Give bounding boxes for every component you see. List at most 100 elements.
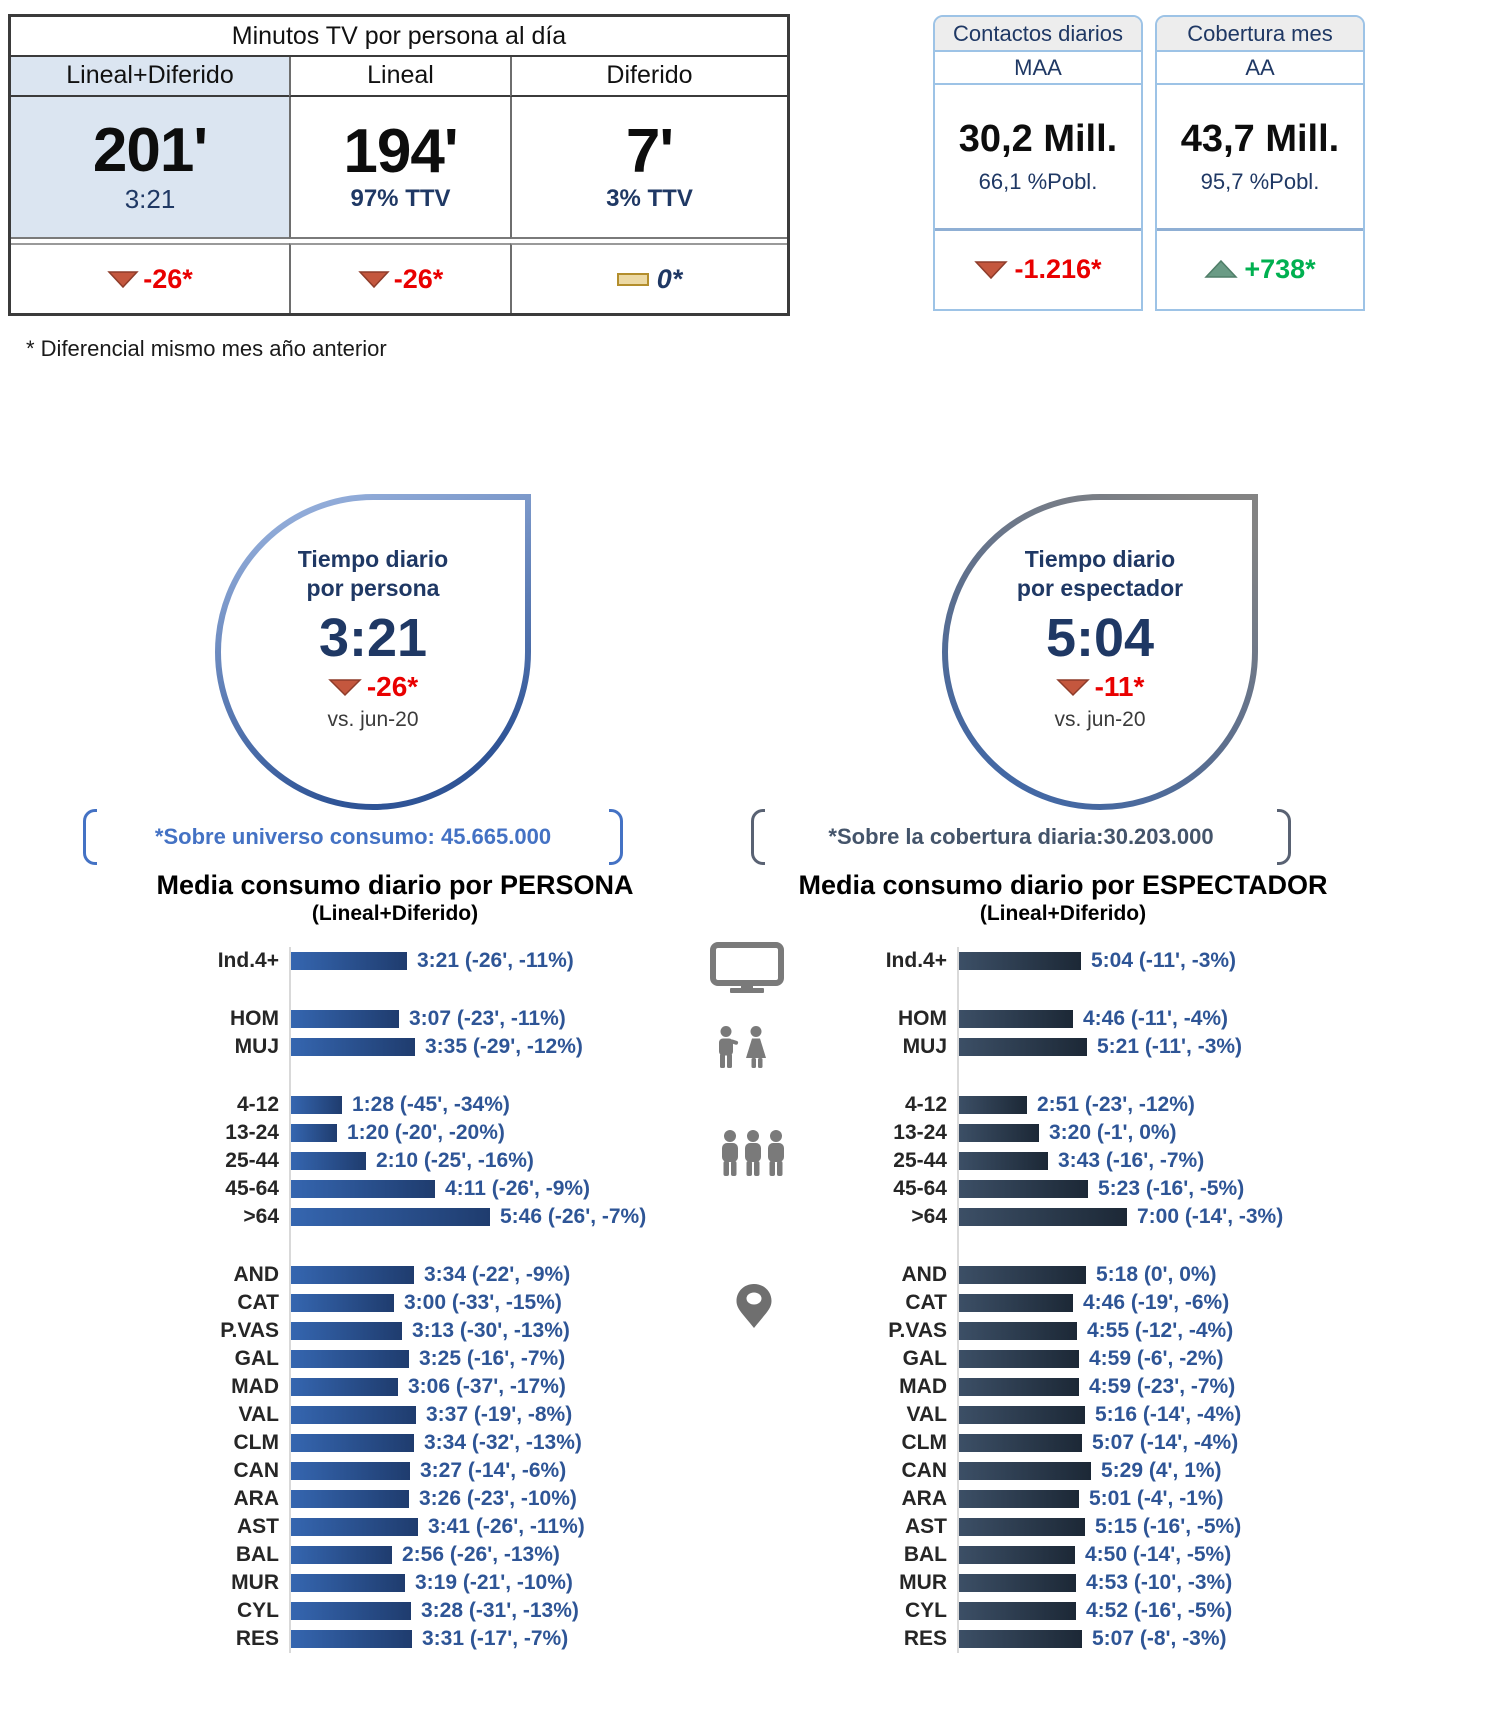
- bar-row: MUJ 5:21 (-11', -3%): [763, 1033, 1363, 1061]
- category-label: AST: [237, 1515, 279, 1538]
- value-label: 4:46 (-19', -6%): [1083, 1291, 1230, 1314]
- bar: [291, 1294, 394, 1312]
- bar-area: 5:23 (-16', -5%): [957, 1175, 1363, 1203]
- bar: [291, 952, 407, 970]
- coverage-note: *Sobre la cobertura diaria:30.203.000: [751, 806, 1291, 868]
- bar-area: 3:28 (-31', -13%): [289, 1597, 695, 1625]
- bar-area: 2:10 (-25', -16%): [289, 1147, 695, 1175]
- value-label: 3:26 (-23', -10%): [419, 1487, 577, 1510]
- change-value: -26*: [393, 263, 444, 294]
- bar: [959, 1406, 1085, 1424]
- drop-title: Tiempo diario por espectador: [1016, 546, 1184, 601]
- bar-area: 1:28 (-45', -34%): [289, 1091, 695, 1119]
- kpi-change-area: -1.216*: [935, 228, 1141, 307]
- bar: [959, 1378, 1079, 1396]
- category-label: P.VAS: [888, 1319, 947, 1342]
- value-label: 3:35 (-29', -12%): [425, 1035, 583, 1058]
- bar-row: 25-44 2:10 (-25', -16%): [95, 1147, 695, 1175]
- bar-area: 3:00 (-33', -15%): [289, 1289, 695, 1317]
- kpi-value: 30,2 Mill.: [958, 118, 1118, 160]
- people-group-icon: [722, 1130, 784, 1176]
- bar-area: 3:34 (-22', -9%): [289, 1261, 695, 1289]
- bar-area: 3:41 (-26', -11%): [289, 1513, 695, 1541]
- value-label: 5:46 (-26', -7%): [500, 1205, 647, 1228]
- kpi-box-contactos-diarios: Contactos diarios MAA 30,2 Mill. 66,1 %P…: [933, 15, 1143, 311]
- chart-rows: Ind.4+ 5:04 (-11', -3%) HOM 4:46 (-11', -4%…: [763, 947, 1363, 1653]
- drop-title: Tiempo diario por persona: [297, 546, 449, 601]
- chart-subtitle: (Lineal+Diferido): [979, 902, 1147, 925]
- value-label: 2:10 (-25', -16%): [376, 1149, 534, 1172]
- chart-subtitle: (Lineal+Diferido): [311, 902, 479, 925]
- category-label: 45-64: [893, 1177, 947, 1200]
- value-cell-diferido: 7' 3% TTV: [510, 97, 787, 239]
- kpi-box-cobertura-mes: Cobertura mes AA 43,7 Mill. 95,7 %Pobl. …: [1155, 15, 1365, 311]
- category-label: >64: [911, 1205, 947, 1228]
- value-label: 3:06 (-37', -17%): [408, 1375, 566, 1398]
- minutes-tv-table: Minutos TV por persona al día Lineal+Dif…: [8, 14, 790, 316]
- group-gap: [763, 1061, 1363, 1091]
- kpi-audience: MAA: [935, 52, 1141, 85]
- bar: [959, 1462, 1091, 1480]
- bar: [959, 1602, 1076, 1620]
- bar-row: ARA 3:26 (-23', -10%): [95, 1485, 695, 1513]
- bar: [959, 1434, 1082, 1452]
- chart-title: Media consumo diario por PERSONA: [156, 870, 634, 900]
- bar-area: 3:37 (-19', -8%): [289, 1401, 695, 1429]
- category-label: CLM: [233, 1431, 280, 1454]
- kpi-value-area: 30,2 Mill. 66,1 %Pobl.: [935, 85, 1141, 228]
- category-label: RES: [903, 1627, 947, 1650]
- bar: [959, 1546, 1075, 1564]
- minutes-tv-table-title: Minutos TV por persona al día: [11, 17, 787, 57]
- category-label: CYL: [237, 1599, 279, 1622]
- kpi-value: 43,7 Mill.: [1180, 118, 1340, 160]
- category-label: BAL: [903, 1543, 947, 1566]
- value-label: 3:34 (-32', -13%): [424, 1431, 582, 1454]
- value-label: 5:29 (4', 1%): [1101, 1459, 1222, 1482]
- bar-row: CAT 3:00 (-33', -15%): [95, 1289, 695, 1317]
- bar-row: CYL 3:28 (-31', -13%): [95, 1597, 695, 1625]
- value-label: 3:13 (-30', -13%): [412, 1319, 570, 1342]
- bar: [959, 1350, 1079, 1368]
- bar-row: MUR 3:19 (-21', -10%): [95, 1569, 695, 1597]
- drop-change: -26*: [328, 671, 418, 703]
- bar-area: 4:55 (-12', -4%): [957, 1317, 1363, 1345]
- category-label: 4-12: [904, 1093, 947, 1116]
- bar-row: CYL 4:52 (-16', -5%): [763, 1597, 1363, 1625]
- bar-row: P.VAS 4:55 (-12', -4%): [763, 1317, 1363, 1345]
- category-label: CAN: [233, 1459, 280, 1482]
- bar-row: HOM 4:46 (-11', -4%): [763, 1005, 1363, 1033]
- value-label: 3:34 (-22', -9%): [424, 1263, 571, 1286]
- bar-area: 3:19 (-21', -10%): [289, 1569, 695, 1597]
- bar: [291, 1546, 392, 1564]
- category-label: CYL: [905, 1599, 947, 1622]
- chart-title: Media consumo diario por ESPECTADOR: [798, 870, 1328, 900]
- drop-comparison-label: vs. jun-20: [327, 707, 419, 731]
- bar: [959, 1490, 1079, 1508]
- minutes-value: 7': [625, 117, 674, 186]
- bar: [959, 1124, 1039, 1142]
- bar-row: VAL 3:37 (-19', -8%): [95, 1401, 695, 1429]
- bar-row: AND 3:34 (-22', -9%): [95, 1261, 695, 1289]
- drop-outline-shape: [215, 494, 531, 810]
- value-label: 5:16 (-14', -4%): [1095, 1403, 1242, 1426]
- category-label: 13-24: [225, 1121, 279, 1144]
- bar: [291, 1462, 410, 1480]
- category-label: MUR: [231, 1571, 279, 1594]
- kpi-change-value: -1.216*: [1014, 253, 1102, 284]
- bar: [959, 1574, 1076, 1592]
- bar-row: CLM 3:34 (-32', -13%): [95, 1429, 695, 1457]
- drop-content: Tiempo diario por persona 3:21 -26* vs. …: [200, 487, 546, 823]
- minutes-value: 194': [343, 117, 458, 186]
- kpi-title: Cobertura mes: [1157, 17, 1363, 52]
- bar: [959, 1180, 1088, 1198]
- bar-area: 2:51 (-23', -12%): [957, 1091, 1363, 1119]
- category-label: MAD: [231, 1375, 279, 1398]
- universe-note: *Sobre universo consumo: 45.665.000: [83, 806, 623, 868]
- bar: [959, 1266, 1086, 1284]
- bar-row: GAL 4:59 (-6', -2%): [763, 1345, 1363, 1373]
- bar: [291, 1406, 416, 1424]
- value-label: 3:20 (-1', 0%): [1049, 1121, 1177, 1144]
- bar-area: 5:01 (-4', -1%): [957, 1485, 1363, 1513]
- bar-row: ARA 5:01 (-4', -1%): [763, 1485, 1363, 1513]
- bar-area: 5:07 (-14', -4%): [957, 1429, 1363, 1457]
